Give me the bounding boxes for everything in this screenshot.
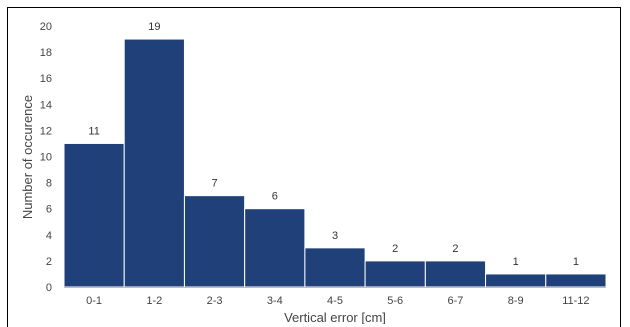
x-tick-label: 2-3 bbox=[207, 295, 223, 307]
x-tick-label: 4-5 bbox=[327, 295, 343, 307]
data-label: 3 bbox=[332, 230, 338, 242]
x-tick-label: 8-9 bbox=[508, 295, 524, 307]
y-tick-label: 12 bbox=[40, 125, 52, 137]
y-tick-label: 2 bbox=[46, 256, 52, 268]
x-axis-ticks: 0-1 1-2 2-3 3-4 4-5 5-6 6-7 8-9 11-12 bbox=[86, 295, 589, 307]
x-tick-label: 3-4 bbox=[267, 295, 283, 307]
x-tick-label: 6-7 bbox=[447, 295, 463, 307]
chart-frame bbox=[7, 7, 621, 327]
bar bbox=[183, 195, 246, 288]
x-axis-label: Vertical error [cm] bbox=[284, 310, 386, 324]
x-tick-label: 11-12 bbox=[562, 295, 589, 307]
data-label: 7 bbox=[211, 178, 217, 190]
x-tick-label: 5-6 bbox=[387, 295, 403, 307]
y-tick-label: 6 bbox=[46, 204, 52, 216]
x-tick-label: 0-1 bbox=[86, 295, 102, 307]
y-tick-label: 16 bbox=[40, 73, 52, 85]
bar bbox=[123, 38, 185, 288]
data-label: 2 bbox=[392, 243, 398, 255]
bar bbox=[244, 208, 306, 288]
y-axis-label: Number of occurence bbox=[20, 95, 35, 219]
y-tick-label: 10 bbox=[40, 152, 52, 164]
data-label: 1 bbox=[513, 256, 519, 268]
bar bbox=[304, 247, 366, 288]
bar bbox=[485, 273, 547, 288]
data-label: 1 bbox=[573, 256, 579, 268]
bar bbox=[545, 273, 607, 288]
bars bbox=[63, 38, 607, 288]
bar bbox=[424, 260, 487, 288]
y-tick-label: 4 bbox=[46, 230, 52, 242]
data-label: 2 bbox=[452, 243, 458, 255]
data-label: 11 bbox=[88, 125, 99, 137]
y-tick-label: 20 bbox=[40, 21, 52, 33]
y-axis-ticks: 0 2 4 6 8 10 12 14 16 18 20 bbox=[40, 21, 52, 294]
y-tick-label: 18 bbox=[40, 47, 52, 59]
bar bbox=[63, 142, 125, 288]
y-tick-label: 14 bbox=[40, 99, 52, 111]
y-tick-label: 8 bbox=[46, 178, 52, 190]
data-label: 6 bbox=[272, 191, 278, 203]
bar bbox=[364, 260, 426, 288]
x-tick-label: 1-2 bbox=[146, 295, 162, 307]
data-label: 19 bbox=[148, 21, 160, 33]
y-tick-label: 0 bbox=[46, 282, 52, 294]
